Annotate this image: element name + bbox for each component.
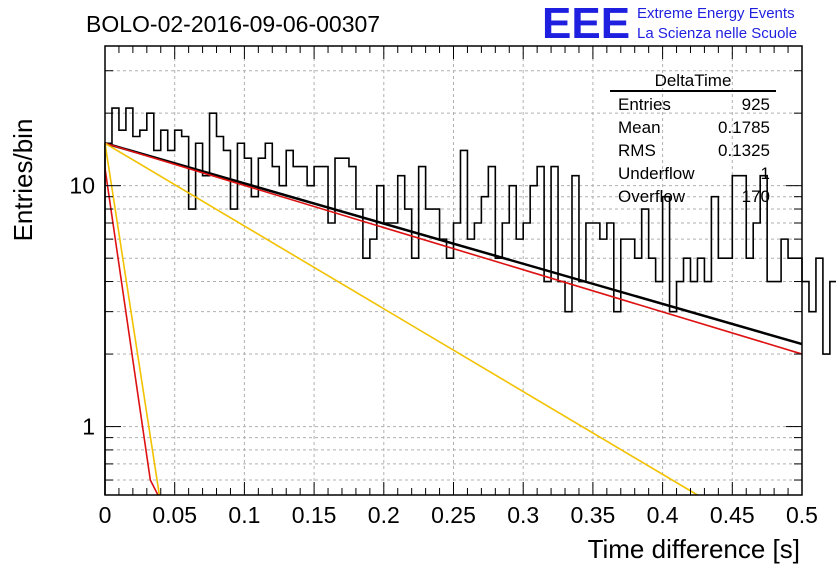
- stats-label-mean: Mean: [618, 118, 661, 137]
- run-title: BOLO-02-2016-09-06-00307: [86, 11, 380, 37]
- stats-value-overflow: 170: [742, 187, 770, 206]
- stats-value-mean: 0.1785: [718, 118, 770, 137]
- y-axis-title: Entries/bin: [8, 119, 38, 242]
- y-tick-label: 10: [69, 173, 95, 199]
- fit-line: [104, 142, 803, 355]
- x-tick-label: 0.15: [292, 502, 337, 528]
- x-tick-label: 0.25: [431, 502, 476, 528]
- fit-line: [104, 142, 698, 496]
- x-axis-title: Time difference [s]: [588, 534, 800, 564]
- logo-line-2: La Scienza nelle Scuole: [637, 25, 797, 42]
- stats-box: DeltaTime Entries 925 Mean 0.1785 RMS 0.…: [610, 71, 776, 206]
- x-tick-label: 0.45: [710, 502, 755, 528]
- stats-label-rms: RMS: [618, 141, 656, 160]
- fit-line: [104, 168, 159, 496]
- x-tick-label: 0.3: [507, 502, 539, 528]
- histogram-outline: [104, 107, 836, 495]
- stats-label-underflow: Underflow: [618, 164, 695, 183]
- eee-logo: EEE: [542, 0, 630, 48]
- y-tick-label: 1: [82, 414, 95, 440]
- stats-value-rms: 0.1325: [718, 141, 770, 160]
- grid: [105, 46, 802, 495]
- histogram: [104, 107, 836, 495]
- x-tick-label: 0.2: [368, 502, 400, 528]
- x-tick-label: 0: [99, 502, 112, 528]
- x-tick-label: 0.35: [571, 502, 616, 528]
- x-tick-label: 0.05: [152, 502, 197, 528]
- stats-label-entries: Entries: [618, 95, 671, 114]
- fit-lines: [104, 142, 803, 496]
- fit-line: [104, 143, 161, 496]
- stats-value-underflow: 1: [761, 164, 770, 183]
- x-tick-label: 0.1: [228, 502, 260, 528]
- stats-value-entries: 925: [742, 95, 770, 114]
- logo-line-1: Extreme Energy Events: [637, 5, 795, 22]
- axes: [104, 45, 803, 496]
- tick-labels: 0 0.05 0.1 0.15 0.2 0.25 0.3 0.35 0.4 0.45 0.5 1 10: [69, 173, 818, 528]
- stats-title: DeltaTime: [655, 71, 732, 90]
- x-tick-label: 0.5: [786, 502, 818, 528]
- x-tick-label: 0.4: [647, 502, 679, 528]
- stats-label-overflow: Overflow: [618, 187, 686, 206]
- fit-line: [104, 142, 803, 346]
